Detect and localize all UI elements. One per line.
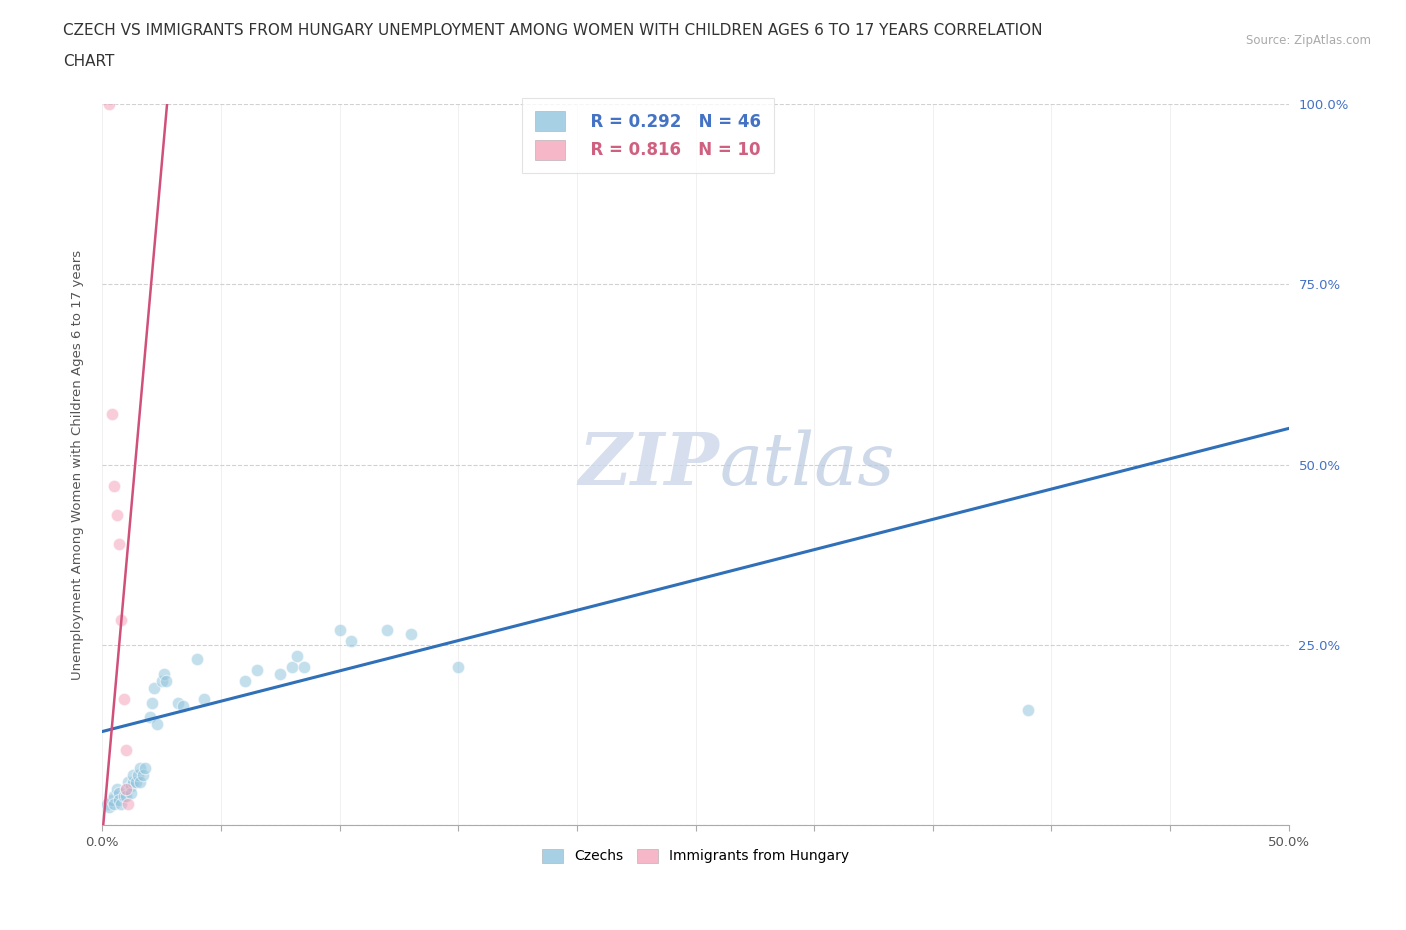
Point bbox=[103, 789, 125, 804]
Point bbox=[98, 800, 121, 815]
Point bbox=[292, 659, 315, 674]
Point bbox=[115, 742, 138, 757]
Text: CZECH VS IMMIGRANTS FROM HUNGARY UNEMPLOYMENT AMONG WOMEN WITH CHILDREN AGES 6 T: CZECH VS IMMIGRANTS FROM HUNGARY UNEMPLO… bbox=[63, 23, 1043, 38]
Point bbox=[150, 673, 173, 688]
Point bbox=[285, 648, 308, 663]
Point bbox=[127, 767, 149, 782]
Point bbox=[155, 673, 177, 688]
Point bbox=[1017, 702, 1039, 717]
Point bbox=[139, 710, 162, 724]
Point bbox=[281, 659, 304, 674]
Point bbox=[110, 612, 132, 627]
Text: CHART: CHART bbox=[63, 54, 115, 69]
Point bbox=[117, 775, 139, 790]
Text: atlas: atlas bbox=[720, 430, 894, 499]
Y-axis label: Unemployment Among Women with Children Ages 6 to 17 years: Unemployment Among Women with Children A… bbox=[72, 249, 84, 680]
Point bbox=[143, 681, 166, 696]
Point bbox=[112, 692, 135, 707]
Point bbox=[193, 692, 215, 707]
Text: ZIP: ZIP bbox=[578, 429, 720, 500]
Point bbox=[112, 789, 135, 804]
Point bbox=[98, 97, 121, 112]
Point bbox=[167, 696, 190, 711]
Legend: Czechs, Immigrants from Hungary: Czechs, Immigrants from Hungary bbox=[537, 843, 855, 869]
Point bbox=[120, 786, 142, 801]
Point bbox=[115, 782, 138, 797]
Point bbox=[115, 782, 138, 797]
Point bbox=[269, 666, 291, 681]
Point bbox=[141, 696, 163, 711]
Point bbox=[122, 775, 145, 790]
Text: Source: ZipAtlas.com: Source: ZipAtlas.com bbox=[1246, 34, 1371, 47]
Point bbox=[108, 792, 131, 807]
Point bbox=[375, 623, 398, 638]
Point bbox=[129, 775, 152, 790]
Point bbox=[105, 508, 128, 523]
Point bbox=[96, 796, 118, 811]
Point bbox=[117, 796, 139, 811]
Point bbox=[120, 778, 142, 793]
Point bbox=[101, 406, 124, 421]
Point bbox=[134, 760, 156, 775]
Point bbox=[186, 652, 208, 667]
Point bbox=[329, 623, 352, 638]
Point bbox=[447, 659, 470, 674]
Point bbox=[101, 792, 124, 807]
Point bbox=[131, 767, 153, 782]
Point bbox=[103, 479, 125, 494]
Point bbox=[129, 760, 152, 775]
Point bbox=[340, 634, 363, 649]
Point bbox=[108, 537, 131, 551]
Point bbox=[153, 666, 176, 681]
Point bbox=[233, 673, 256, 688]
Point bbox=[122, 767, 145, 782]
Point bbox=[115, 789, 138, 804]
Point bbox=[245, 663, 267, 678]
Point bbox=[399, 627, 422, 642]
Point bbox=[110, 796, 132, 811]
Point bbox=[103, 796, 125, 811]
Point bbox=[105, 782, 128, 797]
Point bbox=[172, 698, 194, 713]
Point bbox=[146, 717, 169, 732]
Point bbox=[124, 775, 146, 790]
Point bbox=[108, 786, 131, 801]
